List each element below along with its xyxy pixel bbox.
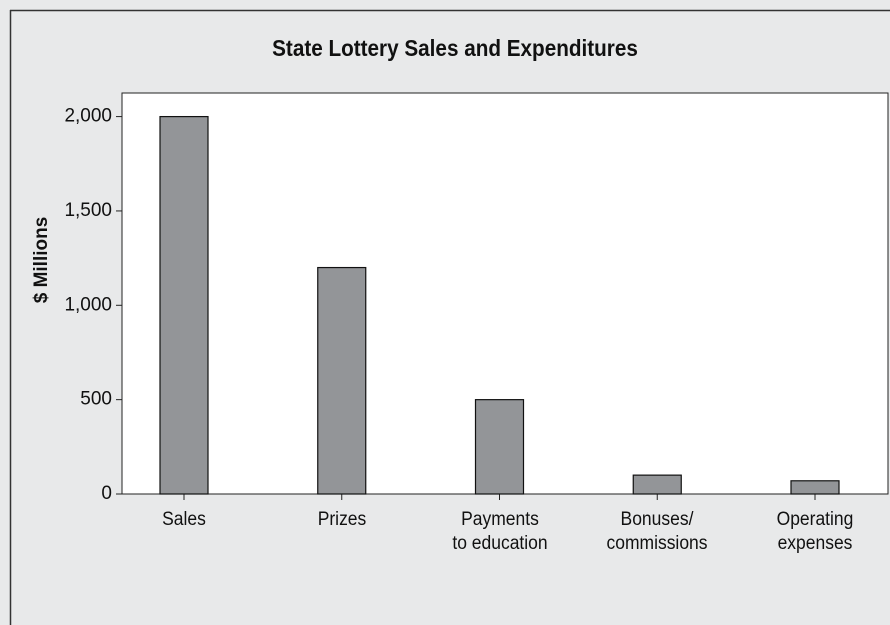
y-tick-label: 1,500: [64, 200, 112, 221]
y-tick-label: 2,000: [64, 106, 112, 127]
bar: [474, 399, 525, 495]
bar: [317, 266, 367, 495]
bar: [159, 115, 209, 495]
x-tick-label: Prizes: [317, 509, 367, 530]
y-tick-label: 1,000: [64, 294, 112, 315]
y-axis-label: $ Millions: [31, 217, 52, 304]
x-tick-label: Payments to education: [451, 509, 548, 554]
x-tick-label: Sales: [162, 509, 206, 530]
bar: [790, 480, 840, 495]
x-tick-label: Bonuses/ commissions: [606, 509, 708, 554]
bar: [632, 474, 682, 495]
x-tick-label: Operating expenses: [776, 509, 854, 554]
y-tick-label: 500: [80, 389, 112, 410]
chart-title: State Lottery Sales and Expenditures: [272, 35, 638, 61]
y-tick-label: 0: [101, 483, 112, 504]
